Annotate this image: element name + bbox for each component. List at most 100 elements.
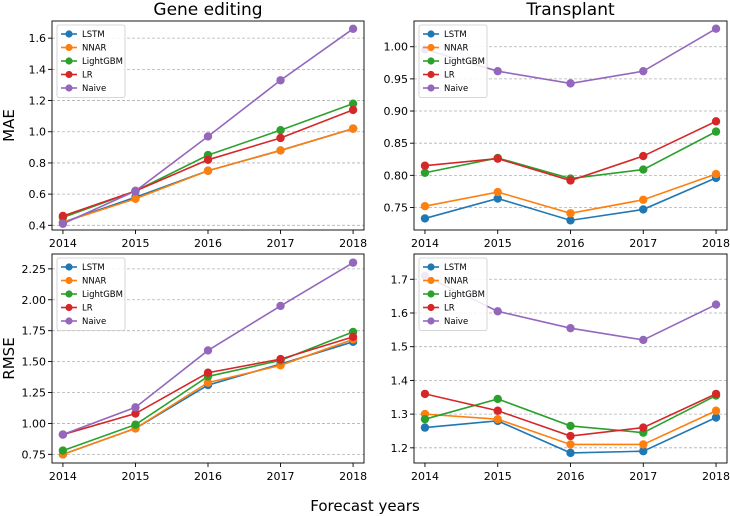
data-point-lr — [639, 151, 648, 161]
data-point-naive — [566, 323, 575, 333]
legend-label-lstm: LSTM — [444, 263, 467, 273]
x-tick-label: 2017 — [629, 237, 657, 250]
data-point-naive — [131, 403, 140, 412]
y-tick-label: 1.0 — [29, 126, 47, 139]
y-tick-label: 1.75 — [22, 325, 47, 338]
data-point-nnar — [639, 195, 648, 204]
data-point-lr — [348, 332, 358, 342]
y-tick-label: 1.2 — [29, 95, 47, 108]
legend-label-lr: LR — [444, 71, 455, 81]
y-tick-label: 0.85 — [384, 137, 409, 150]
chart-panel-top-left: 0.4 0.6 0.8 1.0 1.2 1.4 1.6 2014 2015 2016 2017 201… — [0, 0, 367, 250]
y-tick-label: 0.80 — [384, 169, 409, 182]
data-point-lr — [566, 431, 575, 441]
legend-label-lstm: LSTM — [82, 30, 105, 40]
y-tick-label: 1.5 — [391, 341, 409, 354]
y-axis-label: RMSE — [0, 337, 18, 379]
data-point-naive — [348, 24, 358, 33]
data-point-lr — [493, 406, 502, 415]
data-point-lstm — [639, 447, 648, 456]
legend-swatch-marker — [427, 317, 435, 325]
data-point-lr — [348, 105, 358, 115]
legend-label-lr: LR — [444, 304, 455, 314]
x-tick-label: 2017 — [629, 470, 657, 483]
legend-label-lightgbm: LightGBM — [82, 57, 123, 67]
y-axis-label: MAE — [0, 109, 18, 142]
legend-label-nnar: NNAR — [82, 277, 107, 287]
legend: LSTM NNAR LightGBM LR Naive — [418, 24, 488, 98]
data-point-lightgbm — [493, 394, 502, 404]
data-point-naive — [493, 307, 502, 316]
data-point-naive — [711, 24, 721, 33]
y-tick-label: 0.90 — [384, 105, 409, 118]
legend-swatch-marker — [427, 290, 435, 298]
x-tick-label: 2015 — [121, 237, 149, 250]
legend-label-lr: LR — [82, 71, 93, 81]
legend-swatch-marker — [427, 276, 435, 285]
data-point-nnar — [639, 440, 648, 449]
y-tick-label: 0.4 — [29, 219, 47, 232]
data-point-lstm — [566, 448, 575, 458]
data-point-nnar — [276, 146, 285, 155]
x-tick-label: 2014 — [49, 237, 77, 250]
x-tick-label: 2018 — [702, 237, 730, 250]
series-line-nnar — [62, 127, 354, 223]
y-tick-label: 1.00 — [22, 417, 47, 430]
y-tick-label: 0.6 — [29, 188, 47, 201]
data-point-nnar — [131, 194, 140, 204]
series-line-lstm — [62, 341, 354, 456]
y-tick-label: 1.50 — [22, 356, 47, 369]
series-line-nnar — [62, 338, 354, 456]
series-line-lightgbm — [424, 130, 717, 180]
y-tick-label: 0.95 — [384, 73, 409, 86]
data-point-lr — [203, 368, 213, 377]
legend-box — [418, 257, 488, 331]
x-tick-label: 2017 — [267, 237, 295, 250]
data-point-lr — [420, 161, 430, 170]
data-point-naive — [639, 335, 648, 345]
legend-swatch-marker — [65, 43, 73, 52]
data-point-lightgbm — [276, 125, 285, 135]
legend-label-lightgbm: LightGBM — [444, 290, 485, 300]
data-point-naive — [131, 186, 140, 196]
y-tick-label: 1.2 — [391, 442, 409, 455]
data-point-naive — [493, 66, 502, 76]
legend-swatch-marker — [427, 57, 435, 65]
data-point-naive — [276, 76, 285, 85]
data-point-lightgbm — [639, 165, 648, 174]
y-tick-label: 1.7 — [391, 273, 409, 286]
legend-swatch-marker — [65, 317, 73, 325]
data-point-nnar — [203, 378, 213, 387]
legend: LSTM NNAR LightGBM LR Naive — [56, 257, 126, 331]
y-tick-label: 1.3 — [391, 408, 409, 421]
legend-swatch-marker — [65, 84, 73, 92]
y-tick-label: 0.75 — [22, 448, 47, 461]
legend: LSTM NNAR LightGBM LR Naive — [418, 257, 488, 331]
x-tick-label: 2016 — [557, 237, 585, 250]
data-point-lr — [131, 409, 140, 418]
data-point-lr — [420, 389, 430, 399]
legend-label-naive: Naive — [82, 84, 106, 94]
x-tick-label: 2015 — [484, 237, 512, 250]
legend-swatch-marker — [65, 303, 73, 312]
data-point-nnar — [711, 169, 721, 179]
data-point-lightgbm — [58, 446, 68, 455]
chart-title: Transplant — [525, 0, 615, 20]
legend-label-nnar: NNAR — [444, 277, 469, 287]
data-point-lightgbm — [711, 127, 721, 136]
data-point-lstm — [420, 423, 430, 432]
data-point-naive — [566, 79, 575, 88]
data-point-nnar — [348, 124, 358, 133]
data-point-naive — [203, 132, 213, 141]
data-point-lstm — [711, 413, 721, 422]
y-tick-label: 1.25 — [22, 387, 47, 400]
data-point-lr — [276, 133, 285, 143]
y-tick-label: 0.8 — [29, 157, 47, 170]
x-tick-label: 2017 — [267, 470, 295, 483]
legend-label-lr: LR — [82, 304, 93, 314]
data-point-lightgbm — [420, 414, 430, 424]
data-point-nnar — [493, 187, 502, 197]
data-point-nnar — [420, 202, 430, 211]
legend-label-nnar: NNAR — [444, 44, 469, 54]
